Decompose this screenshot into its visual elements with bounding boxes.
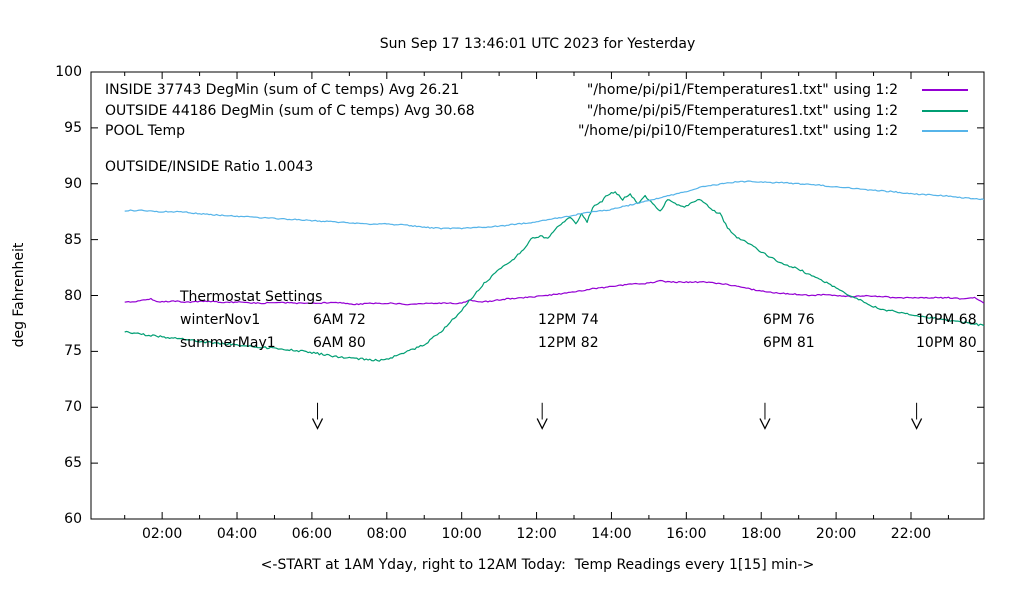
y-tick-label: 65 <box>64 455 82 472</box>
legend-line-sample <box>922 130 968 132</box>
x-tick-label: 04:00 <box>216 526 258 542</box>
x-tick-label: 10:00 <box>441 526 482 542</box>
thermostat-setting: 6PM 76 <box>763 312 815 328</box>
legend-file-title: "/home/pi/pi10/Ftemperatures1.txt" using… <box>577 123 898 139</box>
thermostat-setting: 6AM 72 <box>313 312 366 328</box>
y-axis-label: deg Fahrenheit <box>11 242 27 348</box>
thermostat-setting: 12PM 74 <box>538 312 599 328</box>
x-tick-label: 18:00 <box>741 526 782 542</box>
thermostat-setting: 10PM 80 <box>916 335 977 351</box>
x-tick-label: 02:00 <box>141 526 183 542</box>
thermostat-season-name: winterNov1 <box>180 312 261 328</box>
setpoint-arrow-head <box>759 418 771 430</box>
y-tick-label: 70 <box>64 399 82 416</box>
x-tick-label: 06:00 <box>291 526 333 542</box>
legend-title: OUTSIDE 44186 DegMin (sum of C temps) Av… <box>105 102 475 119</box>
x-tick-label: 08:00 <box>366 526 407 542</box>
legend-title: INSIDE 37743 DegMin (sum of C temps) Avg… <box>105 82 460 98</box>
legend-line-sample <box>922 89 968 91</box>
legend-line-sample <box>922 109 968 112</box>
y-tick-label: 95 <box>64 119 82 136</box>
thermostat-setting: 6PM 81 <box>763 335 815 351</box>
y-tick-label: 75 <box>64 343 82 360</box>
y-tick-label: 80 <box>64 287 82 304</box>
x-axis-label: <-START at 1AM Yday, right to 12AM Today… <box>260 557 815 573</box>
thermostat-setting: 6AM 80 <box>313 335 366 351</box>
legend-file-title: "/home/pi/pi5/Ftemperatures1.txt" using … <box>586 102 898 119</box>
legend-title: POOL Temp <box>105 123 186 139</box>
chart-title: Sun Sep 17 13:46:01 UTC 2023 for Yesterd… <box>379 36 696 52</box>
thermostat-setting: 10PM 68 <box>916 312 977 328</box>
thermostat-setting: 12PM 82 <box>538 335 599 351</box>
x-tick-label: 16:00 <box>666 526 707 542</box>
series-line-inside <box>124 279 985 306</box>
y-tick-label: 90 <box>64 175 82 192</box>
y-tick-label: 100 <box>55 64 82 80</box>
x-tick-label: 22:00 <box>890 526 932 542</box>
x-tick-label: 12:00 <box>516 526 557 542</box>
series-line-outside <box>124 191 985 362</box>
series-line-pool <box>124 180 985 230</box>
thermostat-heading: Thermostat Settings <box>180 289 323 305</box>
x-tick-label: 14:00 <box>591 526 632 542</box>
y-tick-label: 60 <box>64 511 82 527</box>
setpoint-arrow-head <box>911 418 923 430</box>
y-tick-label: 85 <box>64 231 82 248</box>
setpoint-arrow-head <box>311 418 324 430</box>
setpoint-arrow-head <box>536 418 548 430</box>
outside-inside-ratio-label: OUTSIDE/INSIDE Ratio 1.0043 <box>105 159 314 175</box>
x-tick-label: 20:00 <box>815 526 857 542</box>
thermostat-season-name: summerMay1 <box>180 335 276 351</box>
legend-file-title: "/home/pi/pi1/Ftemperatures1.txt" using … <box>586 82 898 98</box>
